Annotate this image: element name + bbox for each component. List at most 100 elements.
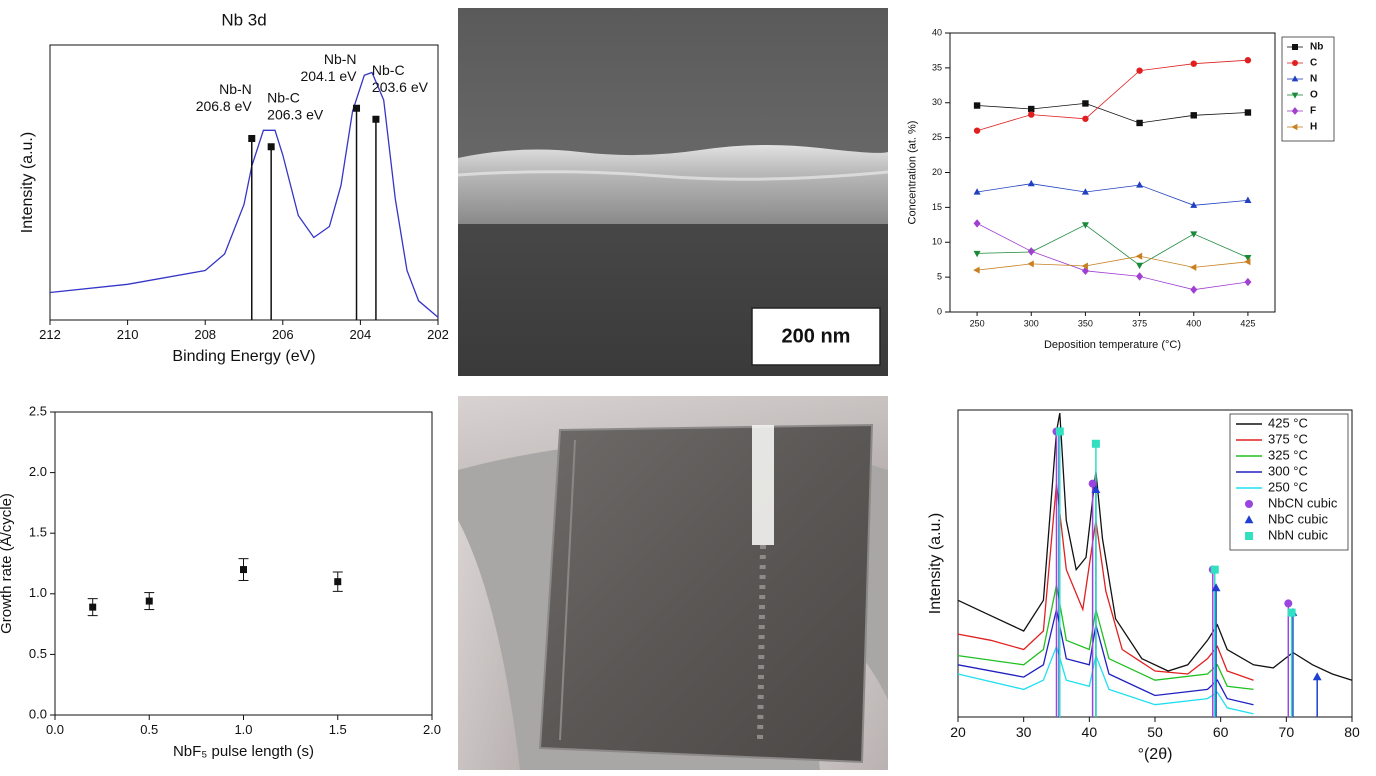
y-tick-label: 0.5 (29, 646, 47, 661)
marker (89, 603, 97, 611)
scale-bar: 200 nm (782, 325, 851, 347)
marker (973, 219, 981, 228)
marker (1291, 75, 1299, 82)
y-tick-label: 0 (937, 306, 942, 316)
marker (1292, 60, 1298, 66)
marker (1027, 260, 1034, 268)
x-tick-label: 0.5 (140, 722, 158, 737)
y-tick-label: 30 (932, 97, 942, 107)
legend-label: NbC cubic (1268, 511, 1328, 526)
marker (353, 104, 361, 112)
peak-label: Nb-N (219, 81, 252, 97)
series-line (977, 102, 1248, 124)
peak-energy: 206.8 eV (196, 98, 253, 114)
marker (1287, 608, 1296, 617)
marker (1081, 262, 1088, 270)
marker (1190, 60, 1197, 67)
y-tick-label: 2.5 (29, 403, 47, 418)
marker (1136, 181, 1144, 188)
y-tick-label: 0.0 (29, 706, 47, 721)
marker (973, 102, 981, 109)
x-axis-label: Deposition temperature (°C) (1044, 339, 1181, 351)
marker (1027, 247, 1035, 256)
marker (1055, 427, 1064, 436)
y-axis-label: Growth rate (Å/cycle) (0, 493, 15, 634)
peak-energy: 203.6 eV (372, 79, 429, 95)
legend-label: C (1310, 58, 1317, 69)
y-tick-label: 1.0 (29, 585, 47, 600)
marker (372, 115, 380, 123)
peak-label: Nb-C (372, 62, 405, 78)
marker (1136, 119, 1143, 127)
x-tick-label: 212 (39, 327, 61, 342)
marker (1291, 107, 1299, 115)
marker (973, 250, 981, 258)
legend-label: 325 °C (1268, 447, 1308, 462)
marker (973, 127, 981, 134)
marker (973, 188, 981, 195)
marker (1244, 196, 1252, 203)
y-tick-label: 15 (932, 202, 942, 212)
x-tick-label: 1.5 (329, 722, 347, 737)
legend-label: 300 °C (1268, 463, 1308, 478)
y-tick-label: 25 (932, 132, 942, 142)
x-tick-label: 210 (117, 327, 139, 342)
x-tick-label: 202 (427, 327, 449, 342)
x-tick-label: 350 (1078, 318, 1093, 328)
x-tick-label: 30 (1016, 724, 1032, 740)
x-tick-label: 425 (1240, 318, 1255, 328)
marker (1245, 500, 1253, 508)
marker (1027, 179, 1035, 187)
legend-label: 250 °C (1268, 479, 1308, 494)
marker (1210, 565, 1219, 574)
marker (1291, 123, 1298, 131)
peak-energy: 204.1 eV (300, 68, 357, 84)
marker (1312, 672, 1322, 681)
marker (1091, 485, 1101, 494)
marker (1244, 258, 1251, 266)
legend-label: F (1310, 106, 1316, 117)
marker (1292, 44, 1298, 50)
marker (1088, 479, 1097, 488)
plot-frame (49, 44, 439, 321)
marker (1091, 439, 1100, 448)
marker (1244, 255, 1252, 262)
chart: 0.0 0.5 1.0 1.5 2.0 0.0 0.5 1.0 1.5 2.0 2.5 NbF₅ pu… (0, 403, 441, 760)
sample-photo (458, 396, 888, 770)
peak-label: Nb-C (267, 89, 300, 105)
marker (145, 597, 153, 605)
x-tick-label: 300 (1024, 318, 1039, 328)
x-axis-label: °(2θ) (1138, 746, 1173, 763)
marker (1244, 515, 1254, 524)
marker (1190, 285, 1198, 294)
x-axis-label: Binding Energy (eV) (172, 348, 315, 365)
x-tick-label: 206 (272, 327, 294, 342)
y-axis-label: Intensity (a.u.) (19, 132, 36, 233)
legend-label: NbCN cubic (1268, 495, 1338, 510)
marker (1211, 583, 1221, 592)
marker (973, 266, 980, 274)
chart: 250 300 350 375 400 425 0 5 10 15 20 25 30 35 40 Deposi… (907, 27, 1335, 351)
marker (1082, 115, 1089, 122)
series-line (976, 59, 1248, 132)
marker (1244, 57, 1252, 64)
legend-label: 375 °C (1268, 431, 1308, 446)
series-line (976, 223, 1248, 291)
x-tick-label: 208 (194, 327, 216, 342)
marker (1081, 188, 1089, 195)
y-tick-label: 2.0 (29, 464, 47, 479)
series-line (49, 71, 439, 318)
chart-title: Nb 3d (221, 10, 266, 29)
series-line (977, 224, 1249, 266)
x-tick-label: 375 (1132, 318, 1147, 328)
marker (267, 143, 275, 151)
legend-box (1229, 413, 1349, 551)
sem-image: 200 nm (457, 8, 889, 376)
peak-energy: 206.3 eV (267, 106, 324, 122)
chart: 20 30 40 50 60 70 80 °(2θ) Intensity (a.u.) 425 °… (927, 409, 1360, 763)
marker (1190, 112, 1197, 119)
legend-label: H (1310, 122, 1317, 133)
plot-frame (949, 32, 1276, 313)
y-axis-label: Intensity (a.u.) (927, 513, 944, 614)
